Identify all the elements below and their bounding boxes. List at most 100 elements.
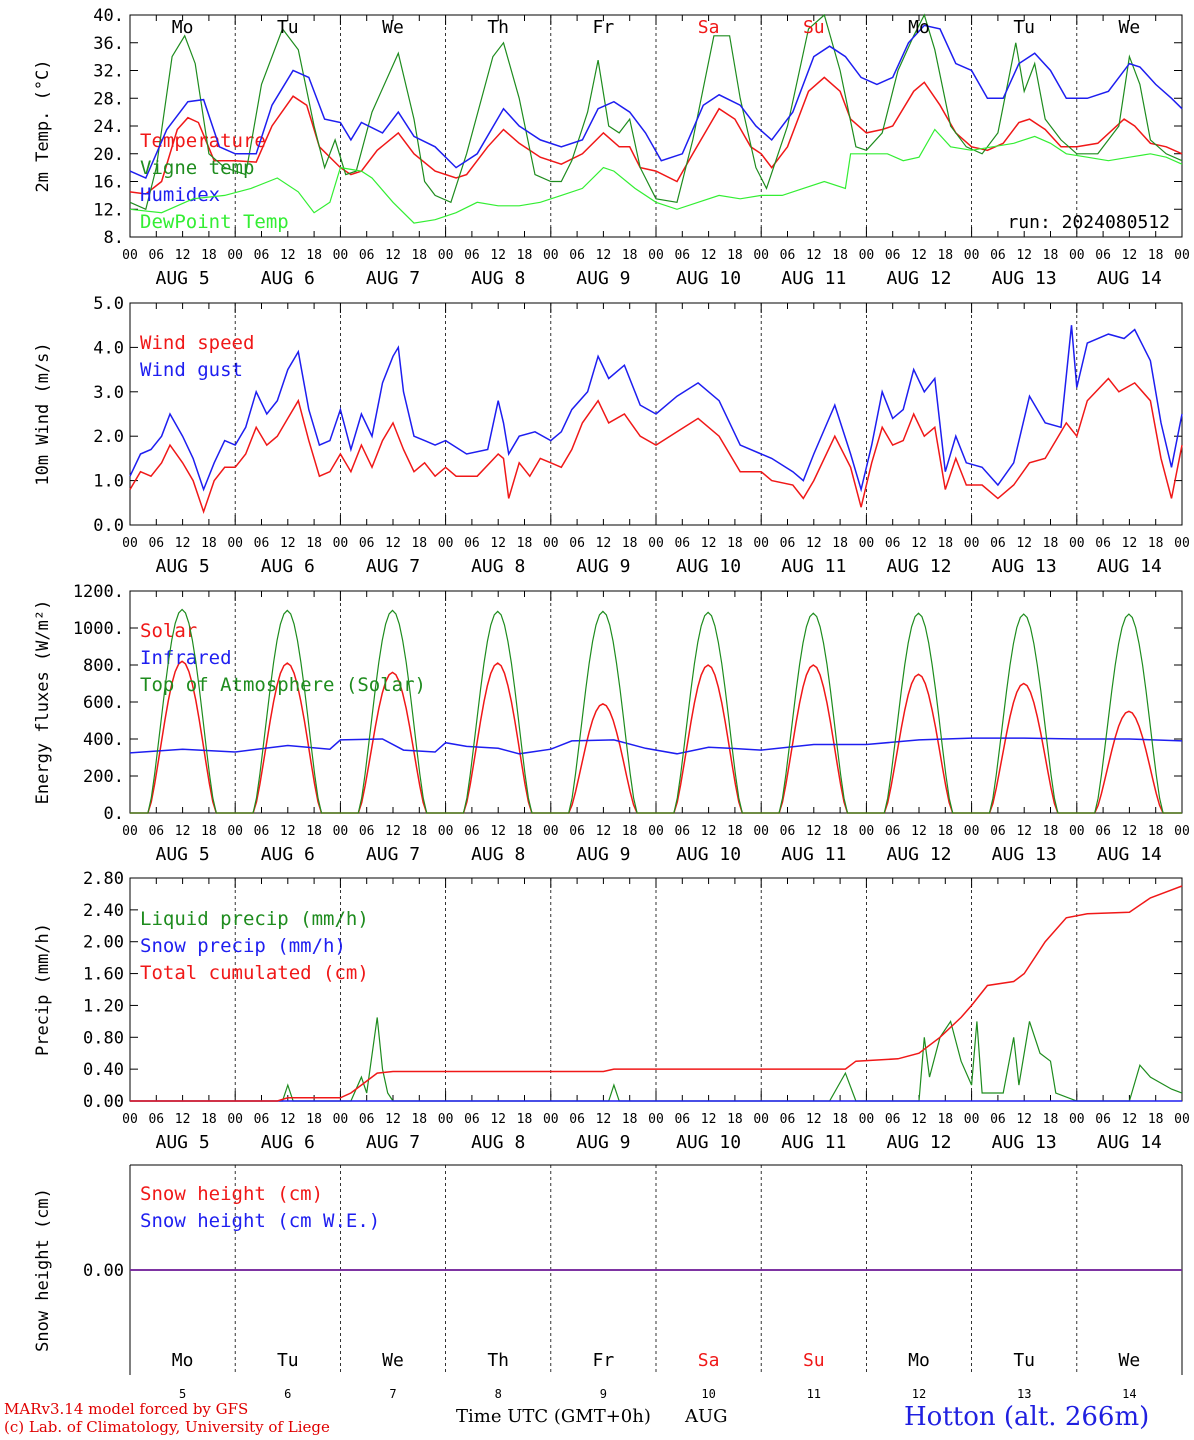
hour-tick-label: 06 — [464, 536, 480, 551]
day-number: 5 — [179, 1387, 186, 1401]
date-label: AUG 12 — [886, 1132, 951, 1153]
y-tick-label: 2.0 — [93, 427, 124, 447]
series-line-humidex — [129, 24, 1183, 179]
date-label: AUG 13 — [992, 268, 1057, 289]
hour-tick-label: 00 — [859, 536, 875, 551]
hour-tick-label: 06 — [780, 824, 796, 839]
hour-tick-label: 18 — [1043, 824, 1059, 839]
date-label: AUG 6 — [261, 556, 315, 577]
y-tick-label: 28. — [93, 89, 124, 109]
legend-entry: Snow height (cm) — [140, 1183, 323, 1205]
hour-tick-label: 18 — [727, 536, 743, 551]
day-name: Fr — [593, 1350, 615, 1371]
legend-entry: Solar — [140, 620, 197, 642]
hour-tick-label: 12 — [806, 536, 822, 551]
y-tick-label: 3.0 — [93, 383, 124, 403]
x-axis-title: Time UTC (GMT+0h) — [456, 1406, 651, 1427]
y-tick-label: 1000. — [73, 619, 124, 639]
run-label: run: 2024080512 — [1007, 212, 1170, 233]
series-line-wind-gust — [129, 325, 1183, 493]
day-number: 11 — [807, 1387, 821, 1401]
model-credit: MARv3.14 model forced by GFS (c) Lab. of… — [4, 1400, 330, 1436]
hour-tick-label: 18 — [517, 536, 533, 551]
hour-tick-label: 00 — [543, 248, 559, 263]
hour-tick-label: 18 — [1148, 248, 1164, 263]
hour-tick-label: 12 — [280, 248, 296, 263]
y-tick-label: 16. — [93, 173, 124, 193]
hour-tick-label: 12 — [1122, 248, 1138, 263]
day-name: Fr — [593, 17, 615, 38]
day-number: 6 — [284, 1387, 291, 1401]
hour-tick-label: 18 — [1043, 536, 1059, 551]
hour-tick-label: 18 — [306, 824, 322, 839]
y-tick-label: 8. — [104, 228, 124, 248]
hour-tick-label: 12 — [806, 248, 822, 263]
day-number: 9 — [600, 1387, 607, 1401]
hour-tick-label: 06 — [148, 248, 164, 263]
day-name: Tu — [1013, 1350, 1035, 1371]
hour-tick-label: 00 — [1174, 536, 1190, 551]
y-tick-label: 0. — [104, 804, 124, 824]
hour-tick-label: 18 — [1148, 536, 1164, 551]
hour-tick-label: 00 — [1069, 536, 1085, 551]
hour-tick-label: 12 — [490, 824, 506, 839]
y-tick-label: 12. — [93, 200, 124, 220]
hour-tick-label: 12 — [911, 824, 927, 839]
hour-tick-label: 06 — [254, 248, 270, 263]
hour-tick-label: 00 — [648, 248, 664, 263]
hour-tick-label: 00 — [964, 536, 980, 551]
hour-tick-label: 18 — [411, 536, 427, 551]
hour-tick-label: 06 — [464, 1112, 480, 1127]
legend-entry: Infrared — [140, 647, 232, 669]
hour-tick-label: 06 — [780, 536, 796, 551]
y-axis-title: 10m Wind (m/s) — [33, 342, 53, 485]
hour-tick-label: 00 — [227, 824, 243, 839]
hour-tick-label: 06 — [148, 824, 164, 839]
date-label: AUG 9 — [576, 268, 630, 289]
hour-tick-label: 18 — [201, 824, 217, 839]
hour-tick-label: 12 — [596, 824, 612, 839]
date-label: AUG 9 — [576, 1132, 630, 1153]
hour-tick-label: 12 — [701, 824, 717, 839]
day-name: Tu — [277, 17, 299, 38]
hour-tick-label: 00 — [753, 536, 769, 551]
day-name: Tu — [1013, 17, 1035, 38]
day-number: 14 — [1122, 1387, 1136, 1401]
date-label: AUG 7 — [366, 556, 420, 577]
hour-tick-label: 12 — [175, 824, 191, 839]
hour-tick-label: 18 — [411, 824, 427, 839]
day-number: 7 — [389, 1387, 396, 1401]
hour-tick-label: 06 — [674, 536, 690, 551]
y-tick-label: 32. — [93, 62, 124, 82]
hour-tick-label: 00 — [333, 536, 349, 551]
hour-tick-label: 18 — [832, 824, 848, 839]
date-label: AUG 11 — [781, 556, 846, 577]
hour-tick-label: 00 — [438, 248, 454, 263]
day-number: 8 — [495, 1387, 502, 1401]
series-line-temperature — [129, 76, 1183, 195]
hour-tick-label: 06 — [464, 824, 480, 839]
hour-tick-label: 12 — [1016, 824, 1032, 839]
hour-tick-label: 06 — [569, 248, 585, 263]
date-label: AUG 9 — [576, 556, 630, 577]
date-label: AUG 5 — [156, 268, 210, 289]
hour-tick-label: 12 — [596, 536, 612, 551]
x-axis-month: AUG — [685, 1406, 728, 1427]
hour-tick-label: 00 — [859, 824, 875, 839]
y-tick-label: 2.00 — [83, 933, 124, 953]
y-tick-label: 1.60 — [83, 965, 124, 985]
hour-tick-label: 18 — [201, 536, 217, 551]
day-name: We — [382, 1350, 404, 1371]
series-line-vigne-temp — [129, 13, 1183, 211]
y-tick-label: 800. — [83, 656, 124, 676]
y-tick-label: 24. — [93, 117, 124, 137]
date-label: AUG 14 — [1097, 556, 1162, 577]
date-label: AUG 7 — [366, 268, 420, 289]
hour-tick-label: 00 — [1069, 1112, 1085, 1127]
hour-tick-label: 12 — [175, 1112, 191, 1127]
day-name: Mo — [172, 1350, 194, 1371]
y-tick-label: 1.20 — [83, 996, 124, 1016]
hour-tick-label: 12 — [385, 536, 401, 551]
hour-tick-label: 18 — [832, 536, 848, 551]
lab-line: (c) Lab. of Climatology, University of L… — [4, 1418, 330, 1436]
